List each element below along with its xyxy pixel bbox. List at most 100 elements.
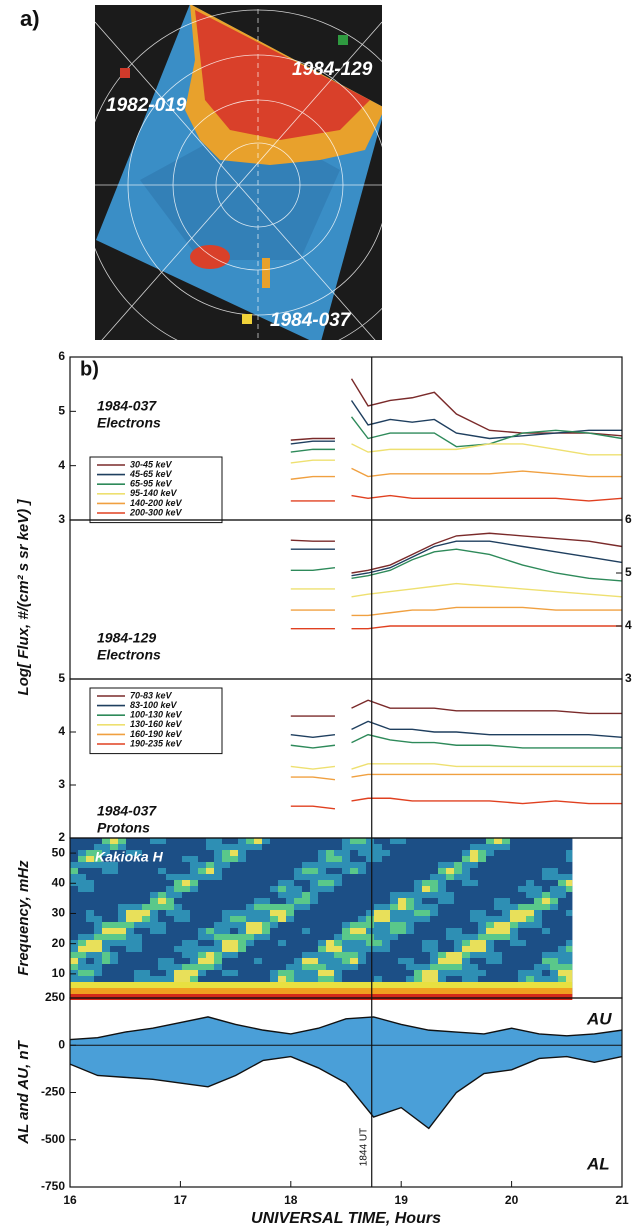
spectrogram-cell xyxy=(254,922,262,928)
spectrogram-cell xyxy=(70,958,78,964)
x-tick-label: 19 xyxy=(395,1193,409,1207)
spectrogram-cell xyxy=(334,904,342,910)
spectrogram-cell xyxy=(518,916,526,922)
spectrogram-cell xyxy=(526,874,534,880)
spectrogram-cell xyxy=(358,850,366,856)
spectrogram-cell xyxy=(222,916,230,922)
spectrogram-cell xyxy=(318,892,326,898)
spectrogram-cell xyxy=(478,892,486,898)
spectrogram-cell xyxy=(262,958,270,964)
spectrogram-cell xyxy=(206,886,214,892)
spectrogram-cell xyxy=(174,880,182,886)
spectrogram-cell xyxy=(510,958,518,964)
spectrogram-cell xyxy=(358,952,366,958)
spectrogram-cell xyxy=(246,988,254,994)
spectrogram-cell xyxy=(278,862,286,868)
spectrogram-cell xyxy=(270,898,278,904)
spectrogram-cell xyxy=(70,838,78,844)
spectrogram-cell xyxy=(206,982,214,988)
flux-line xyxy=(290,773,622,781)
spectrogram-cell xyxy=(182,862,190,868)
spectrogram-cell xyxy=(542,862,550,868)
spectrogram-cell xyxy=(294,958,302,964)
spectrogram-cell xyxy=(198,916,206,922)
spectrogram-cell xyxy=(334,838,342,844)
spectrogram-cell xyxy=(454,928,462,934)
spectrogram-cell xyxy=(478,850,486,856)
spectrogram-cell xyxy=(158,844,166,850)
spectrogram-cell xyxy=(214,958,222,964)
spectrogram-cell xyxy=(470,904,478,910)
spectrogram-cell xyxy=(246,904,254,910)
spectrogram-cell xyxy=(422,928,430,934)
spectrogram-cell xyxy=(286,886,294,892)
spectrogram-cell xyxy=(454,964,462,970)
spectrogram-cell xyxy=(494,916,502,922)
spectrogram-cell xyxy=(414,856,422,862)
spectrogram-cell xyxy=(342,982,350,988)
x-tick-label: 17 xyxy=(174,1193,188,1207)
spectrogram-cell xyxy=(302,916,310,922)
spectrogram-cell xyxy=(246,892,254,898)
spectrogram-cell xyxy=(278,838,286,844)
spectrogram-cell xyxy=(206,952,214,958)
spectrogram-cell xyxy=(558,904,566,910)
spectrogram-cell xyxy=(542,970,550,976)
spectrogram-cell xyxy=(534,958,542,964)
spectrogram-cell xyxy=(166,910,174,916)
panel-annotation: 1984-129 xyxy=(97,630,156,646)
spectrogram-cell xyxy=(78,850,86,856)
spectrogram-cell xyxy=(518,838,526,844)
spectrogram-cell xyxy=(182,994,190,1000)
spectrogram-cell xyxy=(238,952,246,958)
spectrogram-cell xyxy=(342,880,350,886)
spectrogram-cell xyxy=(150,874,158,880)
spectrogram-cell xyxy=(334,850,342,856)
spectrogram-cell xyxy=(70,976,78,982)
spectrogram-cell xyxy=(550,994,558,1000)
spectrogram-cell xyxy=(110,874,118,880)
spectrogram-cell xyxy=(518,976,526,982)
spectrogram-cell xyxy=(110,922,118,928)
spectrogram-cell xyxy=(302,958,310,964)
spectrogram-cell xyxy=(70,862,78,868)
spectrogram-cell xyxy=(190,850,198,856)
spectrogram-cell xyxy=(518,898,526,904)
spectrogram-cell xyxy=(214,850,222,856)
spectrogram-cell xyxy=(430,928,438,934)
spectrogram-cell xyxy=(558,964,566,970)
spectrogram-cell xyxy=(454,910,462,916)
spectrogram-cell xyxy=(326,934,334,940)
spectrogram-cell xyxy=(310,892,318,898)
spectrogram-cell xyxy=(518,844,526,850)
spectrogram-cell xyxy=(414,862,422,868)
spectrogram-cell xyxy=(510,910,518,916)
spectrogram-cell xyxy=(86,838,94,844)
spectrogram-cell xyxy=(438,994,446,1000)
spectrogram-cell xyxy=(486,934,494,940)
spectrogram-cell xyxy=(502,940,510,946)
spectrogram-cell xyxy=(110,868,118,874)
spectrogram-cell xyxy=(374,940,382,946)
spectrogram-cell xyxy=(86,964,94,970)
spectrogram-cell xyxy=(310,904,318,910)
spectrogram-cell xyxy=(294,892,302,898)
spectrogram-cell xyxy=(478,976,486,982)
spectrogram-cell xyxy=(182,958,190,964)
spectrogram-cell xyxy=(518,874,526,880)
spectrogram-cell xyxy=(262,880,270,886)
spectrogram-cell xyxy=(238,898,246,904)
spectrogram-cell xyxy=(470,868,478,874)
spectrogram-cell xyxy=(526,916,534,922)
flux-line xyxy=(290,720,623,739)
legend-label: 70-83 keV xyxy=(130,690,173,700)
spectrogram-cell xyxy=(286,844,294,850)
spectrogram-cell xyxy=(150,958,158,964)
spectrogram-cell xyxy=(494,940,502,946)
legend-label: 65-95 keV xyxy=(130,479,173,489)
spectrogram-cell xyxy=(486,916,494,922)
y-tick-label: 4 xyxy=(58,458,65,472)
spectrogram-cell xyxy=(254,886,262,892)
spectrogram-cell xyxy=(430,892,438,898)
spectrogram-cell xyxy=(430,982,438,988)
